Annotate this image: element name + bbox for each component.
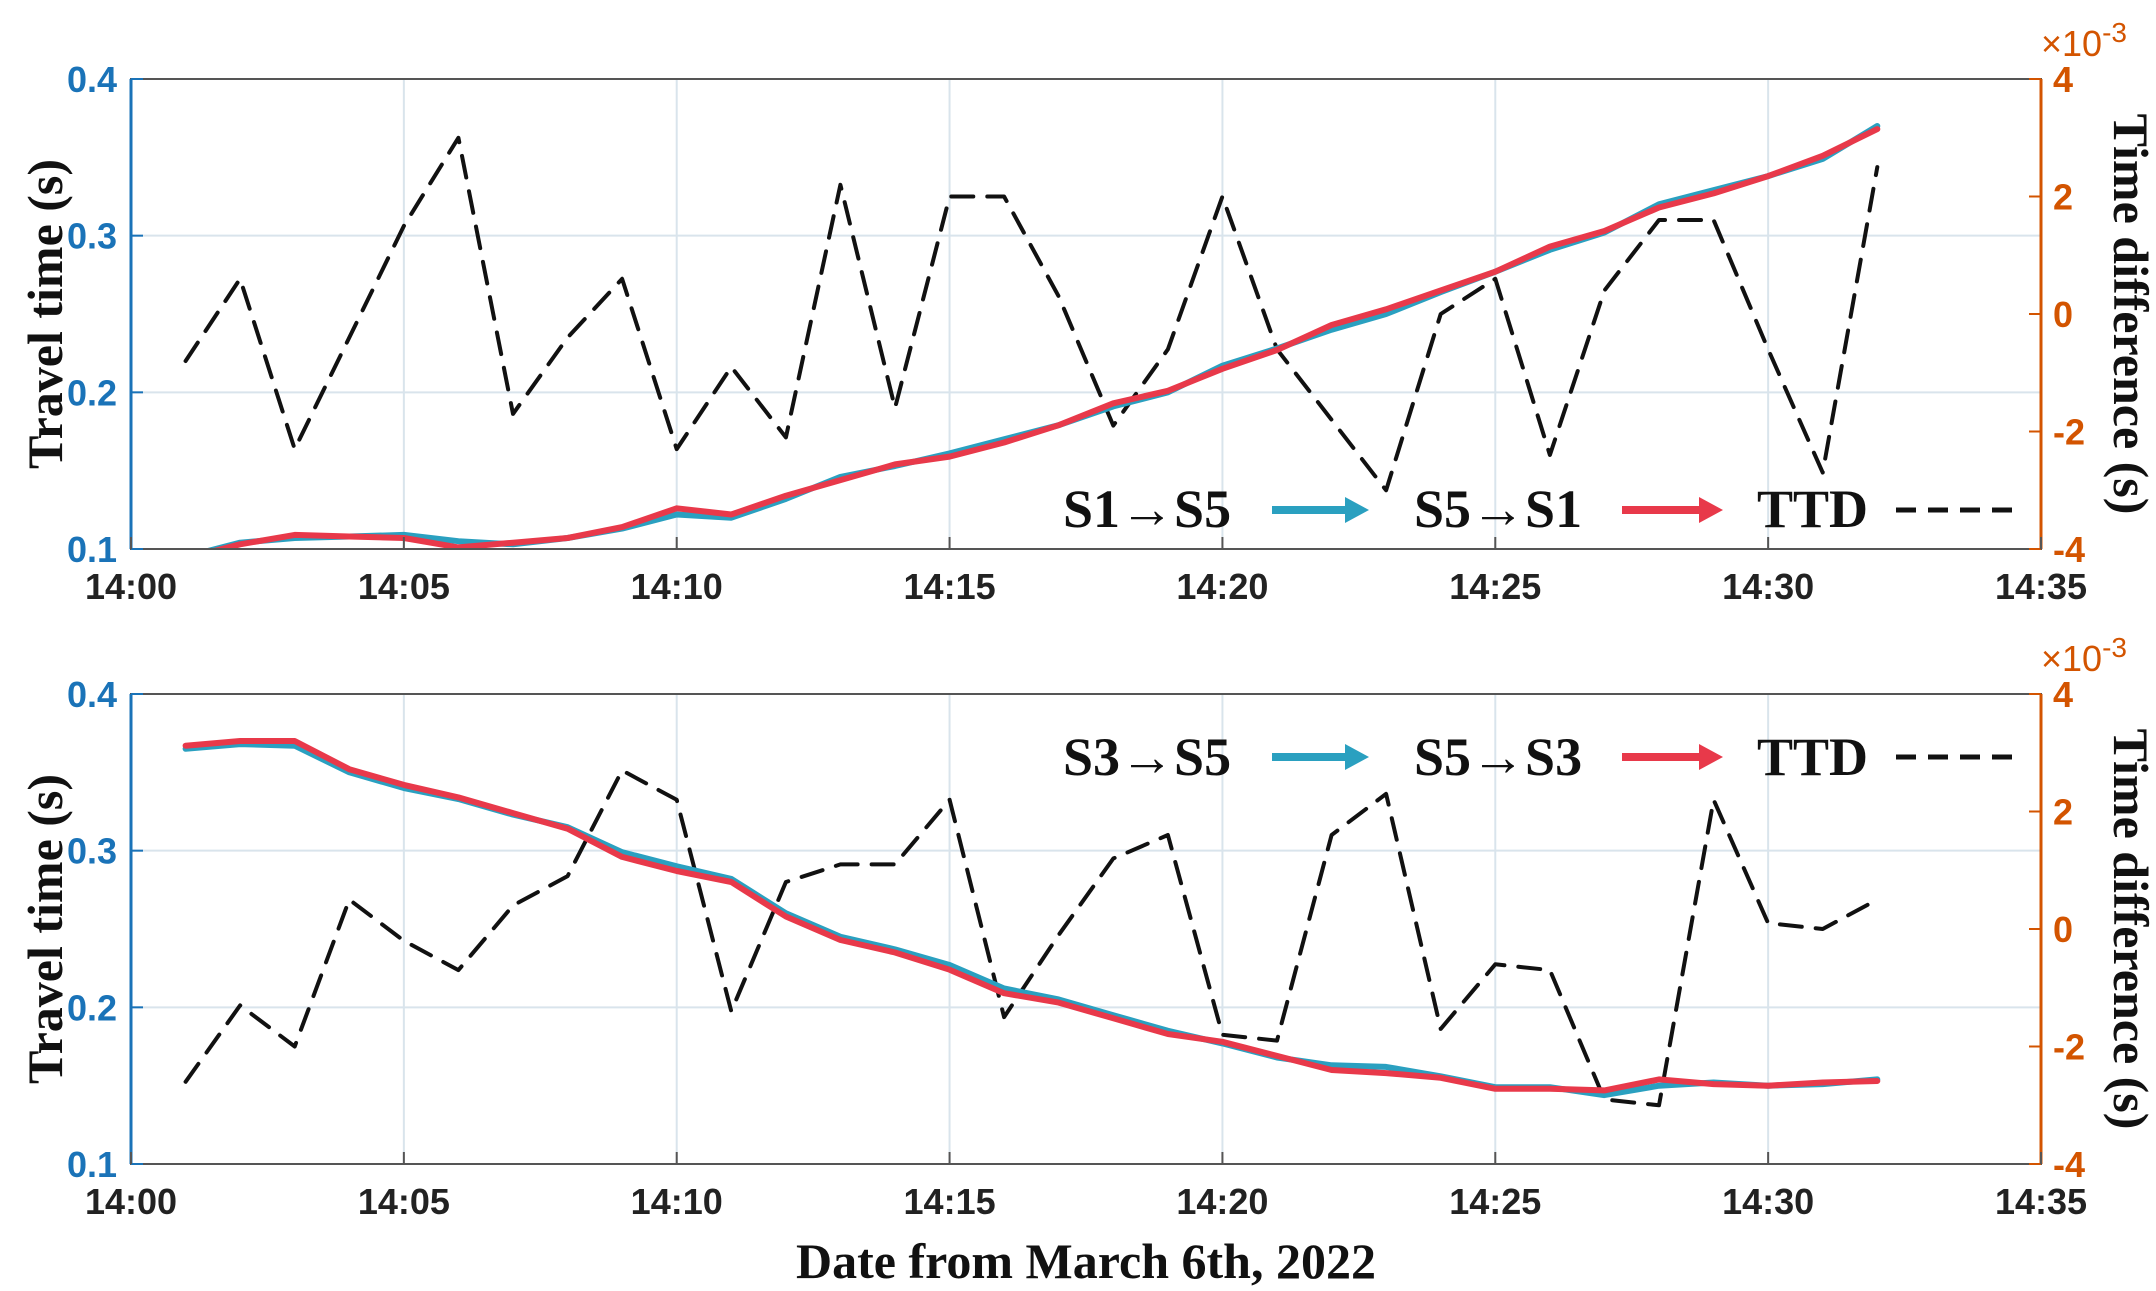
legend-label-ttd: TTD <box>1757 727 1868 787</box>
y2-exponent-power: -3 <box>2102 632 2127 663</box>
panel-top: 0.1 0.2 0.3 0.4 -4 -2 0 2 4 14:00 14:05 14:10 14:1… <box>17 17 2156 607</box>
legend-arrow-series-2 <box>1622 497 1723 523</box>
y2-tick-label: 0 <box>2053 294 2073 335</box>
x-tick-label: 14:05 <box>358 1181 450 1222</box>
legend-arrow-series-1 <box>1272 744 1369 770</box>
x-tick-label: 14:35 <box>1995 1181 2087 1222</box>
y-tick-label: 0.4 <box>67 59 117 100</box>
y2-tick-label: 2 <box>2053 792 2073 833</box>
y2-tick-label: -4 <box>2053 529 2085 570</box>
series-line-ttd <box>183 768 1880 1108</box>
legend-arrow-series-2 <box>1622 744 1723 770</box>
panel-bottom: 0.1 0.2 0.3 0.4 -4 -2 0 2 4 14:00 14:05 14:10 14:1… <box>17 632 2156 1222</box>
x-tick-label: 14:25 <box>1449 566 1541 607</box>
grid-group <box>131 79 2041 549</box>
legend: S3→S5 S5→S3 TTD <box>1063 727 2022 787</box>
series-line-forward <box>182 741 1881 1099</box>
x-ticks: 14:00 14:05 14:10 14:15 14:20 14:25 14:30 14:35 <box>85 1152 2087 1222</box>
y-tick-label: 0.2 <box>67 372 117 413</box>
y-left-ticks: 0.1 0.2 0.3 0.4 <box>67 674 143 1185</box>
x-tick-label: 14:00 <box>85 1181 177 1222</box>
y2-exponent-base: ×10 <box>2041 638 2102 679</box>
x-tick-label: 14:10 <box>631 566 723 607</box>
legend-label-series-1: S1→S5 <box>1063 479 1231 539</box>
y2-axis-label: Time difference (s) <box>2103 729 2156 1130</box>
series-line-backward <box>209 126 1881 549</box>
y-right-ticks: -4 -2 0 2 4 <box>2029 59 2085 570</box>
x-tick-label: 14:05 <box>358 566 450 607</box>
y2-exponent: ×10-3 <box>2041 17 2127 64</box>
y2-tick-label: -2 <box>2053 412 2085 453</box>
y-tick-label: 0.1 <box>67 529 117 570</box>
y-right-ticks: -4 -2 0 2 4 <box>2029 674 2085 1185</box>
legend: S1→S5 S5→S1 TTD <box>1063 479 2022 539</box>
x-ticks: 14:00 14:05 14:10 14:15 14:20 14:25 14:30 14:35 <box>85 537 2087 607</box>
x-axis-label: Date from March 6th, 2022 <box>796 1233 1376 1289</box>
y2-exponent: ×10-3 <box>2041 632 2127 679</box>
y-axis-label: Travel time (s) <box>17 159 73 469</box>
y-tick-label: 0.3 <box>67 216 117 257</box>
x-tick-label: 14:00 <box>85 566 177 607</box>
x-tick-label: 14:30 <box>1722 1181 1814 1222</box>
legend-arrow-series-1 <box>1272 497 1369 523</box>
series-line-ttd <box>183 135 1880 493</box>
series-line-backward <box>182 738 1881 1094</box>
x-tick-label: 14:25 <box>1449 1181 1541 1222</box>
legend-label-series-2: S5→S1 <box>1414 479 1582 539</box>
series-line-forward <box>203 123 1881 549</box>
y-tick-label: 0.4 <box>67 674 117 715</box>
x-tick-label: 14:20 <box>1176 1181 1268 1222</box>
x-tick-label: 14:30 <box>1722 566 1814 607</box>
y2-tick-label: 4 <box>2053 59 2073 100</box>
y2-tick-label: -4 <box>2053 1144 2085 1185</box>
x-tick-label: 14:15 <box>904 1181 996 1222</box>
legend-label-series-1: S3→S5 <box>1063 727 1231 787</box>
y-tick-label: 0.3 <box>67 831 117 872</box>
series-group <box>182 738 1881 1108</box>
x-tick-label: 14:10 <box>631 1181 723 1222</box>
y-tick-label: 0.1 <box>67 1144 117 1185</box>
series-group <box>183 123 1881 549</box>
x-tick-label: 14:35 <box>1995 566 2087 607</box>
y2-tick-label: 0 <box>2053 909 2073 950</box>
x-tick-label: 14:20 <box>1176 566 1268 607</box>
legend-label-ttd: TTD <box>1757 479 1868 539</box>
y2-exponent-base: ×10 <box>2041 23 2102 64</box>
x-tick-label: 14:15 <box>904 566 996 607</box>
y-left-ticks: 0.1 0.2 0.3 0.4 <box>67 59 143 570</box>
y2-tick-label: 2 <box>2053 177 2073 218</box>
y-tick-label: 0.2 <box>67 987 117 1028</box>
y2-exponent-power: -3 <box>2102 17 2127 48</box>
y2-axis-label: Time difference (s) <box>2103 114 2156 515</box>
legend-label-series-2: S5→S3 <box>1414 727 1582 787</box>
y2-tick-label: 4 <box>2053 674 2073 715</box>
y-axis-label: Travel time (s) <box>17 774 73 1084</box>
y2-tick-label: -2 <box>2053 1027 2085 1068</box>
